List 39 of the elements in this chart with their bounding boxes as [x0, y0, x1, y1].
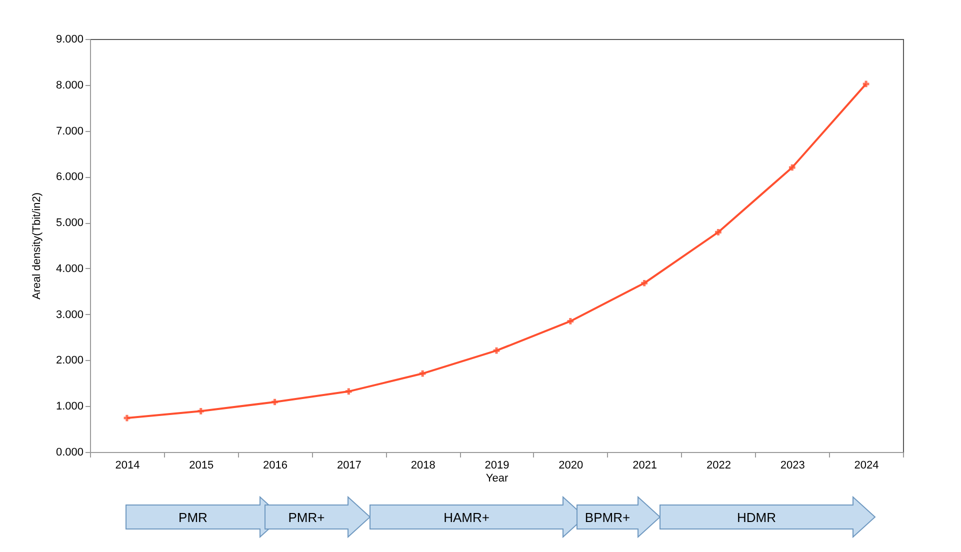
- point: [419, 370, 426, 377]
- y-tick-label: 5.000: [56, 217, 84, 230]
- point: [788, 164, 796, 171]
- x-tick-label: 2021: [632, 460, 658, 472]
- y-tick-label: 8.000: [56, 79, 84, 92]
- x-tick-label: 2015: [189, 460, 214, 472]
- y-tick-label: 6.000: [56, 171, 84, 184]
- text: BPMR+: [584, 510, 630, 525]
- point: [567, 318, 574, 324]
- x-tick-label: 2016: [263, 460, 288, 472]
- y-tick-label: 0.000: [56, 446, 84, 458]
- point: [862, 80, 870, 88]
- point: [493, 347, 500, 354]
- text: HAMR+: [444, 510, 490, 525]
- x-tick-label: 2024: [854, 460, 879, 472]
- point: [715, 229, 722, 236]
- x-tick-label: 2014: [115, 460, 140, 472]
- x-tick-label: 2020: [558, 460, 584, 472]
- y-tick-label: 4.000: [56, 262, 84, 275]
- text: HDMR: [737, 510, 776, 525]
- x-tick-label: 2019: [484, 460, 510, 472]
- y-tick-label: 9.000: [56, 34, 84, 46]
- text: PMR+: [288, 510, 325, 525]
- y-tick-label: 2.000: [56, 354, 84, 367]
- y-tick-label: 7.000: [56, 125, 84, 138]
- x-axis-title: Year: [486, 472, 508, 484]
- x-tick-label: 2018: [410, 460, 436, 472]
- point: [641, 280, 648, 286]
- point: [198, 408, 204, 414]
- x-tick-label: 2023: [780, 460, 805, 472]
- x-tick-label: 2022: [706, 460, 731, 472]
- y-axis-title: Areal density(Tbit/in2): [30, 192, 43, 300]
- y-tick-label: 1.000: [56, 400, 84, 413]
- point: [346, 388, 352, 395]
- y-tick-label: 3.000: [56, 308, 84, 321]
- point: [272, 398, 278, 406]
- x-tick-label: 2017: [336, 460, 362, 472]
- text: PMR: [178, 510, 208, 525]
- point: [124, 414, 130, 422]
